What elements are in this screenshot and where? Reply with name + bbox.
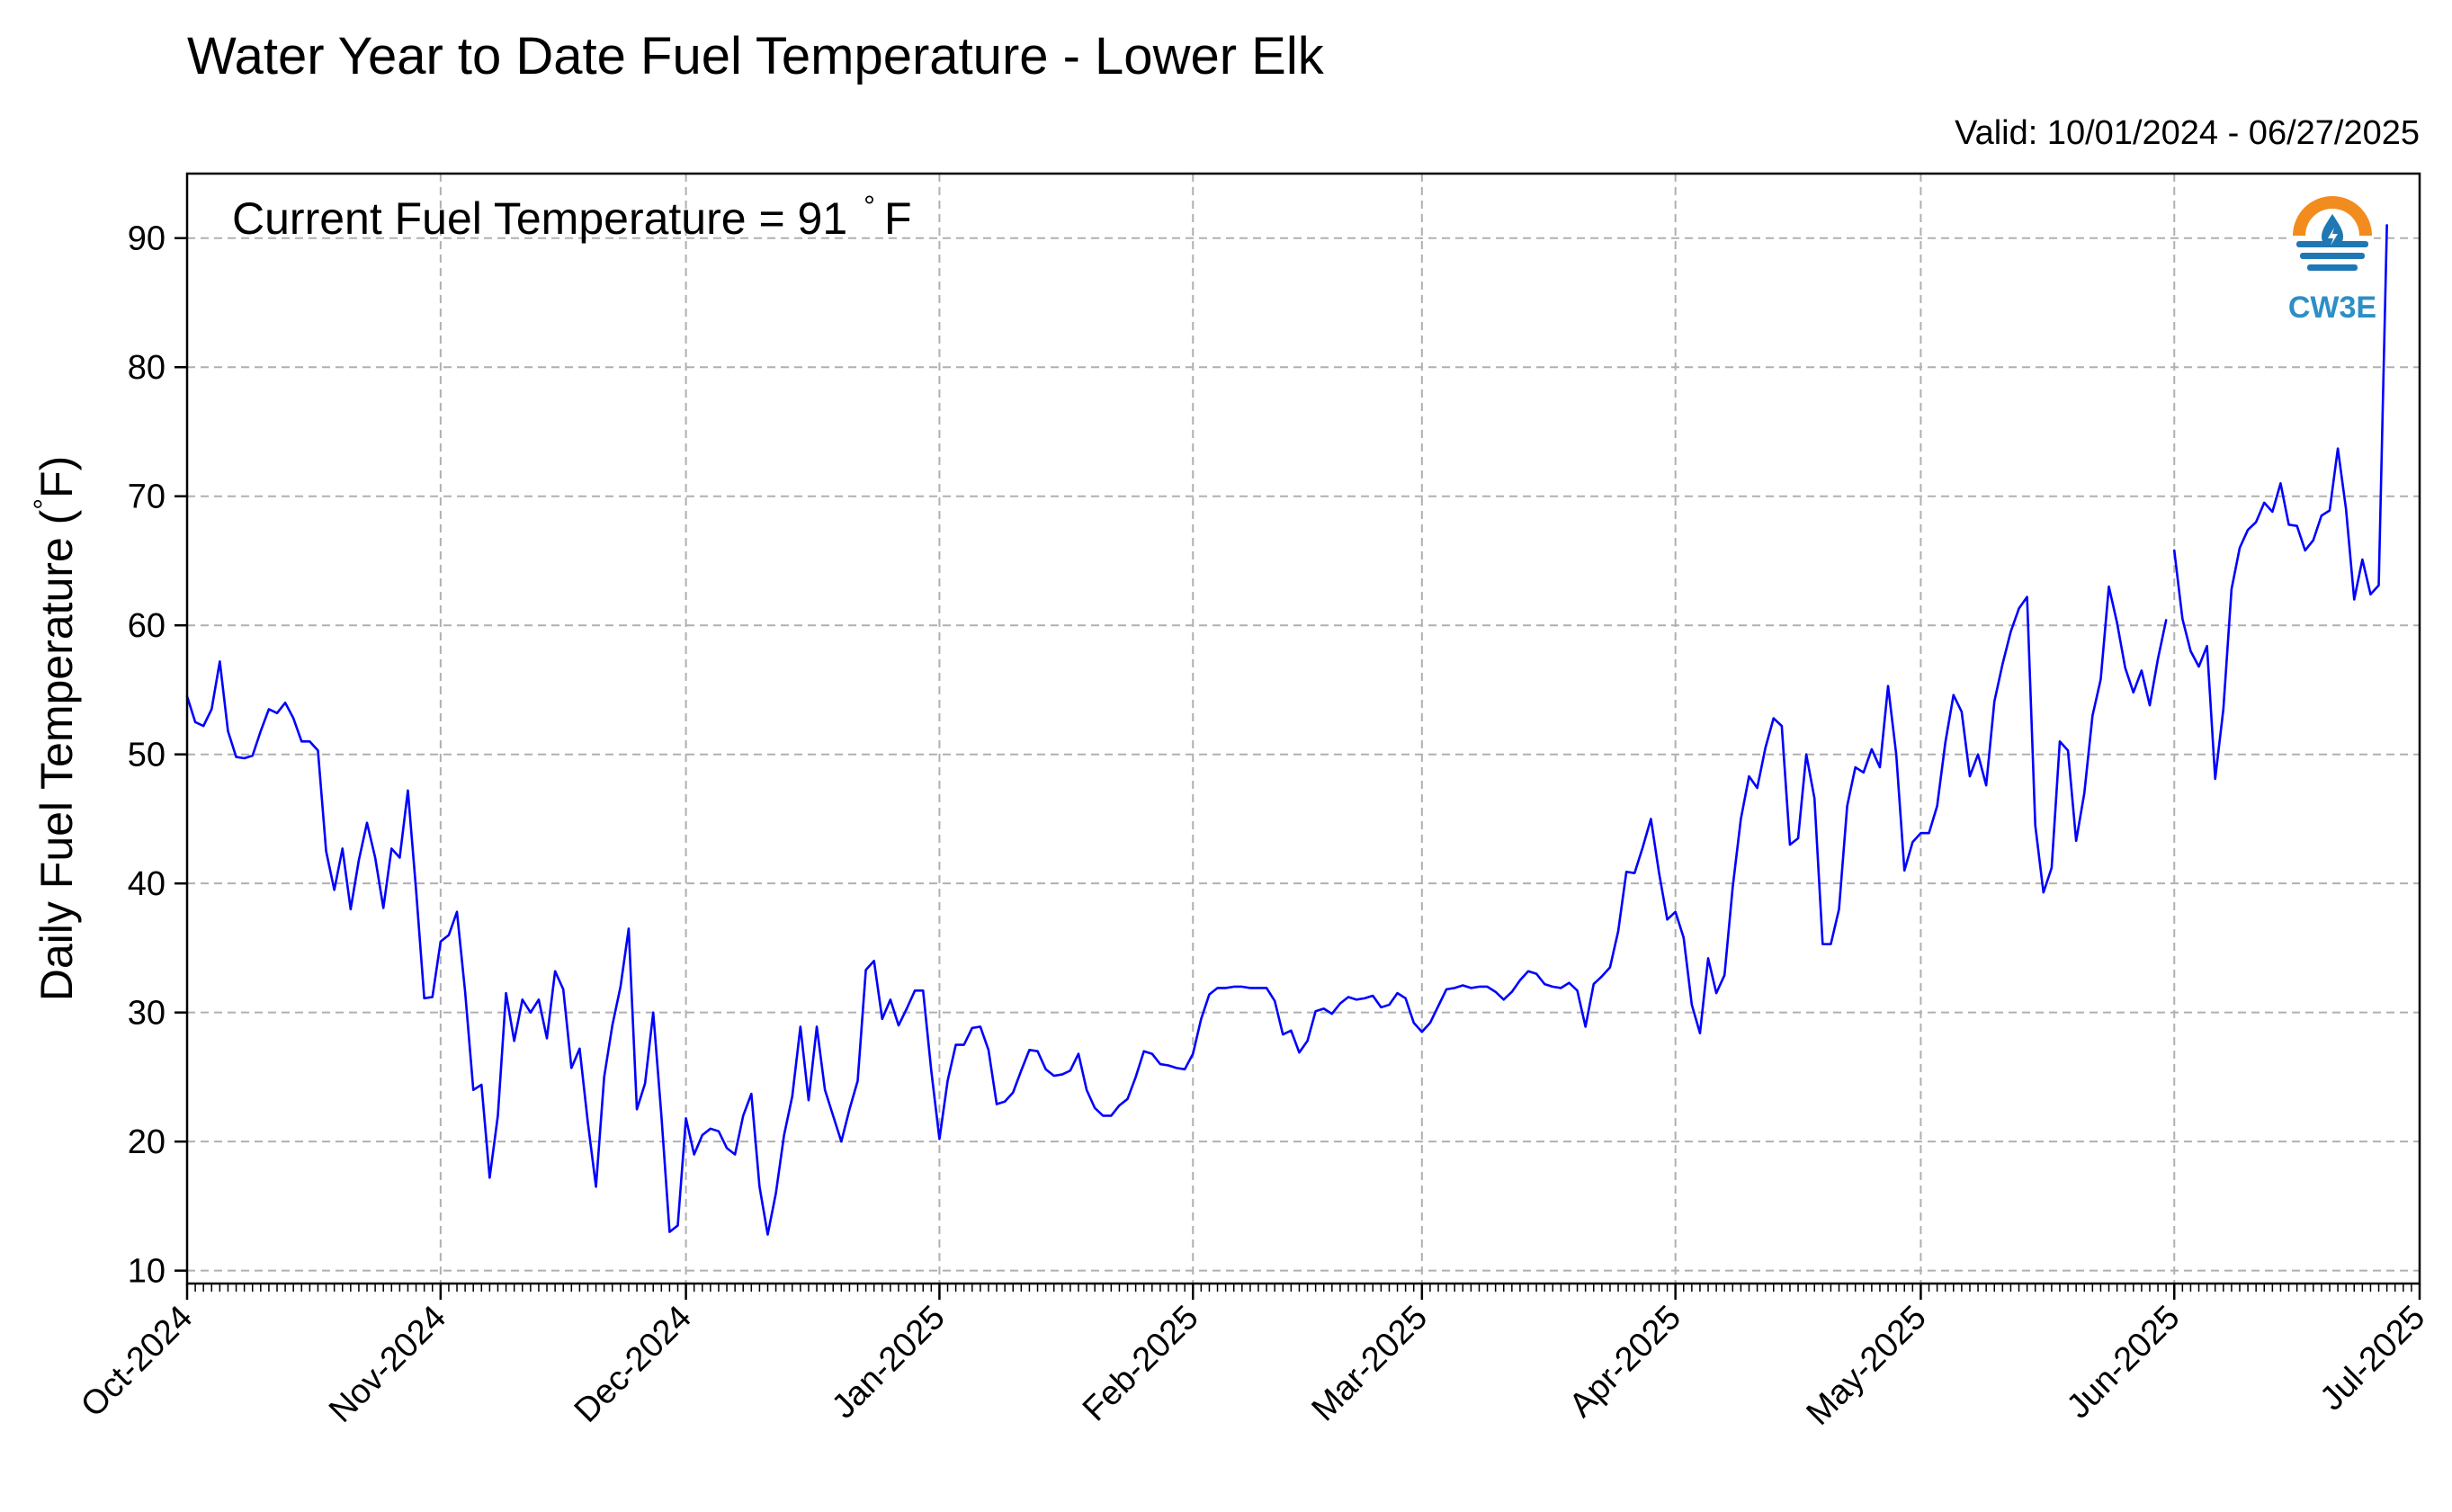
y-tick-label: 90	[128, 220, 166, 258]
y-tick-label: 80	[128, 349, 166, 387]
y-axis-label-text: Daily Fuel Temperature (	[31, 509, 82, 1001]
annotation-unit: F	[884, 193, 912, 244]
current-fuel-temperature-annotation: Current Fuel Temperature = 91 ° F	[232, 190, 912, 244]
fuel-temperature-series	[185, 224, 2388, 1236]
y-tick-label: 50	[128, 737, 166, 774]
y-axis-ticks: 10 20 30 40 50 60 70 80 90	[128, 220, 187, 1291]
series-line	[2172, 224, 2388, 781]
x-gridlines	[439, 174, 2176, 1284]
valid-date-range: Valid: 10/01/2024 - 06/27/2025	[1955, 114, 2420, 152]
series-line	[185, 585, 2168, 1236]
cw3e-logo-icon	[2291, 196, 2374, 279]
y-axis-label: Daily Fuel Temperature (°F)	[28, 456, 82, 1002]
cw3e-logo: CW3E	[2288, 196, 2376, 325]
annotation-prefix: Current Fuel Temperature = 91	[232, 193, 847, 244]
plot-frame	[185, 172, 2421, 1285]
y-tick-label: 10	[128, 1253, 166, 1291]
y-gridlines	[187, 237, 2420, 1272]
y-tick-label: 30	[128, 995, 166, 1033]
y-axis-label-degree: °	[28, 498, 60, 510]
y-tick-label: 40	[128, 865, 166, 903]
y-tick-label: 60	[128, 607, 166, 645]
y-tick-label: 70	[128, 479, 166, 516]
y-tick-label: 20	[128, 1123, 166, 1161]
y-axis-label-unit: F)	[31, 456, 82, 498]
chart-title: Water Year to Date Fuel Temperature - Lo…	[187, 27, 1325, 85]
cw3e-logo-text: CW3E	[2288, 291, 2376, 325]
annotation-degree: °	[864, 190, 875, 222]
